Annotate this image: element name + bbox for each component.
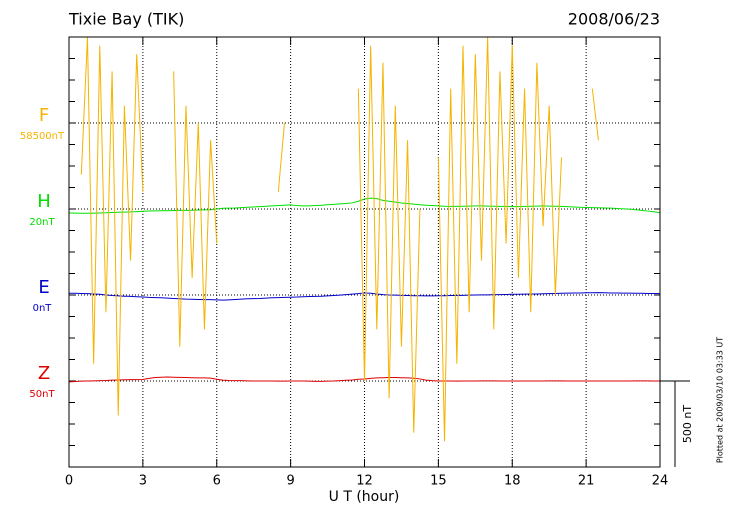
plot-frame [68,36,661,468]
chart-title: Tixie Bay (TIK) [68,10,184,29]
series-line [80,36,599,442]
x-tick-label: 0 [65,474,73,489]
scale-bar-label: 500 nT [681,405,694,443]
x-tick-label: 21 [578,474,595,489]
series-baseline-label: 50nT [29,389,55,400]
series-name: F [39,105,49,126]
x-axis-label: U T (hour) [329,489,400,505]
series-name: E [38,277,49,298]
x-tick-label: 18 [504,474,521,489]
series-baseline-label: 58500nT [20,131,65,142]
chart-date: 2008/06/23 [568,10,660,29]
x-tick-label: 3 [139,474,147,489]
series-baseline-label: 0nT [33,303,53,314]
x-tick-label: 24 [652,474,669,489]
x-tick-label: 15 [430,474,447,489]
series-line [68,197,661,214]
footnote: Plotted at 2009/03/10 03:33 UT [716,337,725,463]
series-baseline-label: 20nT [29,217,55,228]
x-tick-label: 12 [356,474,373,489]
x-tick-label: 6 [213,474,221,489]
series-name: H [37,191,51,212]
x-tick-label: 9 [286,474,294,489]
series-line [69,292,661,301]
series-name: Z [38,363,50,384]
